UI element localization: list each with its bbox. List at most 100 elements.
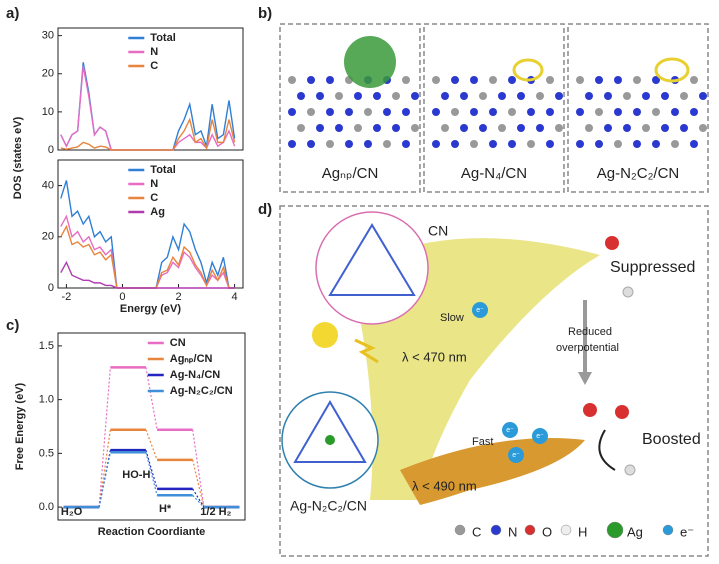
atom (614, 140, 622, 148)
legend-label: Agₙₚ/CN (170, 353, 213, 365)
atom (383, 140, 391, 148)
atom (595, 108, 603, 116)
sun (312, 322, 338, 348)
electron-label: e⁻ (506, 427, 514, 434)
atom (354, 92, 362, 100)
panel-label: b) (258, 5, 272, 22)
atom (373, 92, 381, 100)
atom (288, 76, 296, 84)
atom (392, 92, 400, 100)
atom (307, 108, 315, 116)
charge-density (512, 58, 544, 82)
label: Fast (472, 436, 493, 448)
atom (451, 76, 459, 84)
legend-atom (454, 524, 466, 536)
y-axis-label: DOS (states eV) (12, 116, 24, 199)
atom (576, 108, 584, 116)
electron-label: e⁻ (512, 452, 520, 459)
legend-label: Ag (627, 524, 643, 539)
y-tick-label: 40 (42, 180, 54, 192)
legend-label: O (542, 524, 552, 539)
atom (652, 76, 660, 84)
atom (479, 124, 487, 132)
atom (536, 124, 544, 132)
atom (614, 76, 622, 84)
label: λ < 470 nm (402, 349, 467, 364)
atom (623, 92, 631, 100)
atom (680, 92, 688, 100)
electron-label: e⁻ (476, 307, 484, 314)
dos-line (60, 180, 235, 289)
state-label: H* (159, 503, 172, 515)
label: overpotential (556, 342, 619, 354)
electron (502, 422, 518, 438)
atom (555, 92, 563, 100)
atom (671, 140, 679, 148)
atom (451, 140, 459, 148)
atom (326, 76, 334, 84)
electron-label: e⁻ (536, 433, 544, 440)
panel-d: e⁻ e⁻ e⁻ e⁻ CN Suppressed Reduced overpo… (279, 205, 709, 557)
legend-atom (490, 524, 502, 536)
o-atom (615, 405, 629, 419)
connector (98, 429, 111, 508)
atom (652, 108, 660, 116)
h-atom (622, 286, 634, 298)
legend-atom (524, 524, 536, 536)
plot-frame (57, 332, 246, 521)
connector (192, 494, 205, 508)
atom (633, 140, 641, 148)
atom (699, 92, 707, 100)
x-tick-label: -2 (62, 291, 72, 303)
connector (98, 367, 111, 508)
legend-label: C (150, 192, 158, 204)
connector (145, 449, 158, 490)
y-tick-label: 0 (48, 282, 54, 294)
connector (145, 429, 158, 461)
atom (402, 76, 410, 84)
atom (614, 108, 622, 116)
atom (364, 140, 372, 148)
lattice (293, 400, 367, 463)
electron (472, 302, 488, 318)
atom (451, 108, 459, 116)
connector (192, 429, 205, 508)
atom (297, 92, 305, 100)
atom (489, 140, 497, 148)
y-tick-label: 20 (42, 68, 54, 80)
atom (402, 140, 410, 148)
atom (498, 124, 506, 132)
atom (383, 108, 391, 116)
atom (307, 140, 315, 148)
atom (604, 124, 612, 132)
label: Ag-N₂C₂/CN (290, 498, 367, 514)
y-tick-label: 30 (42, 30, 54, 42)
atom (470, 108, 478, 116)
electron (532, 428, 548, 444)
atom (345, 140, 353, 148)
y-tick-label: 1.0 (39, 394, 54, 406)
atom (595, 76, 603, 84)
y-tick-label: 10 (42, 106, 54, 118)
atom (527, 140, 535, 148)
atom (288, 108, 296, 116)
x-tick-label: 0 (119, 291, 125, 303)
dos-line (60, 224, 235, 289)
atom (479, 92, 487, 100)
legend-atom (560, 524, 572, 536)
atom (690, 108, 698, 116)
atom (288, 140, 296, 148)
atom (335, 124, 343, 132)
caption: Ag-N₂C₂/CN (597, 165, 680, 182)
legend-label: Ag-N₄/CN (170, 369, 221, 381)
frame (423, 23, 565, 193)
label: λ < 490 nm (412, 478, 477, 493)
atom (460, 92, 468, 100)
label: Reduced (568, 326, 612, 338)
frame (279, 23, 421, 193)
atom (517, 124, 525, 132)
atom (498, 92, 506, 100)
connector (145, 367, 158, 430)
connector (192, 488, 205, 508)
